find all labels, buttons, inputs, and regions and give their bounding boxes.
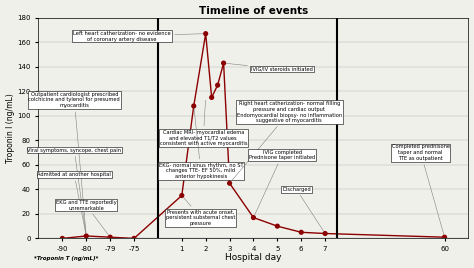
Text: Viral symptoms, syncope, chest pain: Viral symptoms, syncope, chest pain — [27, 148, 121, 233]
Point — [226, 181, 233, 185]
Point — [441, 235, 448, 239]
Point — [59, 236, 66, 241]
Text: Outpatient cardiologist prescribed
colchicine and tylenol for presumed
myocardit: Outpatient cardiologist prescribed colch… — [28, 92, 120, 233]
Text: Cardiac MRI- myocardial edema
and elevated T1/T2 values
consistent with active m: Cardiac MRI- myocardial edema and elevat… — [160, 100, 247, 146]
Text: *Troponin T (ng/mL)*: *Troponin T (ng/mL)* — [34, 256, 99, 261]
Text: IVIG completed
Prednisone taper initiated: IVIG completed Prednisone taper initiate… — [249, 150, 315, 215]
Y-axis label: Troponin I (ng/mL): Troponin I (ng/mL) — [6, 93, 15, 163]
Text: EKG- normal sinus rhythm, no ST
changes TTE- EF 50%, mild
anterior hypokinesis: EKG- normal sinus rhythm, no ST changes … — [159, 109, 243, 179]
Point — [250, 215, 257, 220]
Point — [106, 235, 114, 239]
Text: Admitted at another hospital: Admitted at another hospital — [37, 172, 111, 233]
Text: Left heart catherization- no evidence
of coronary artery disease: Left heart catherization- no evidence of… — [73, 31, 203, 42]
Text: Presents with acute onset,
persistent substernal chest
pressure: Presents with acute onset, persistent su… — [166, 198, 236, 226]
Text: Completed prednisone
taper and normal
TTE as outpatient: Completed prednisone taper and normal TT… — [392, 144, 450, 234]
Point — [178, 193, 186, 198]
Point — [202, 32, 210, 36]
Point — [190, 104, 198, 108]
Point — [82, 234, 90, 238]
X-axis label: Hospital day: Hospital day — [225, 254, 282, 262]
Point — [321, 231, 329, 236]
Title: Timeline of events: Timeline of events — [199, 6, 308, 16]
Point — [220, 61, 228, 65]
Point — [273, 224, 281, 228]
Text: Right heart catherization- normal filling
pressure and cardiac output
Endomyocar: Right heart catherization- normal fillin… — [231, 101, 342, 181]
Point — [130, 236, 138, 241]
Text: IVIG/IV steroids initiated: IVIG/IV steroids initiated — [227, 63, 313, 72]
Point — [298, 230, 305, 234]
Point — [208, 95, 216, 99]
Text: EKG and TTE reportedly
unremarkable: EKG and TTE reportedly unremarkable — [56, 200, 117, 235]
Point — [214, 83, 221, 87]
Text: Discharged: Discharged — [282, 187, 324, 231]
